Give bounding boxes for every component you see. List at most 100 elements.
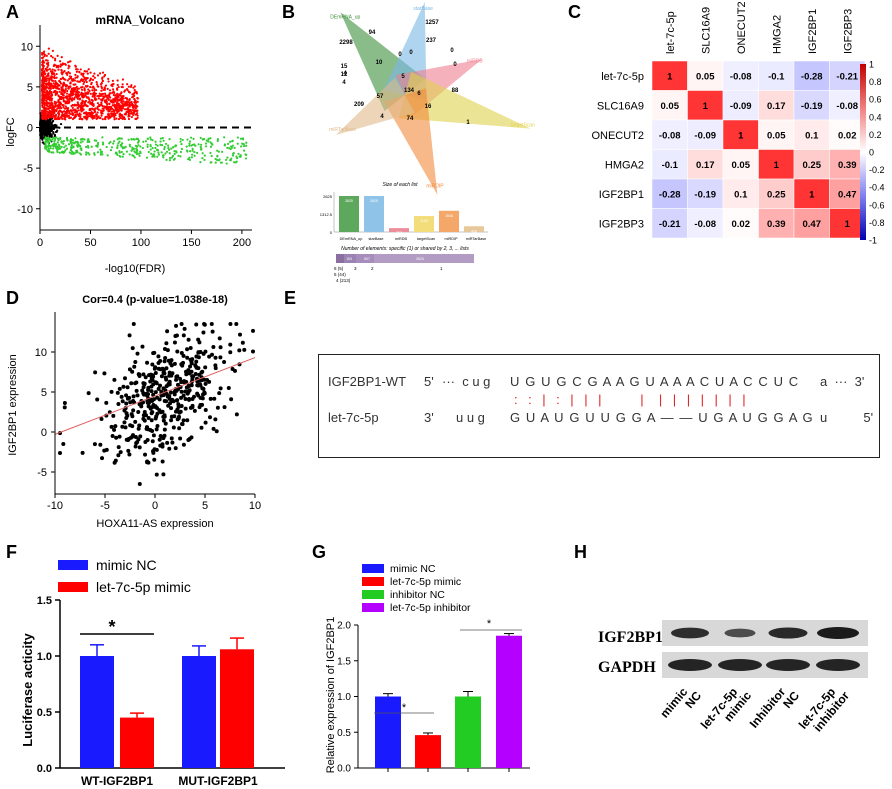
- scatter-point: [251, 328, 255, 333]
- heatmap-cell: [651, 90, 688, 121]
- volcano-point-down: [241, 137, 245, 140]
- volcano-point-up: [133, 109, 136, 112]
- volcano-xtick: 0: [37, 237, 43, 249]
- volcano-point-down: [170, 147, 173, 150]
- volcano-point-ns: [52, 132, 55, 135]
- venn-count: 16: [425, 104, 432, 110]
- volcano-point-down: [72, 142, 76, 145]
- scatter-point: [183, 397, 188, 402]
- volcano-point-down: [120, 150, 123, 154]
- volcano-point-up: [79, 106, 82, 109]
- heatmap-value: -0.19: [801, 101, 823, 112]
- volcano-point-up: [72, 83, 75, 86]
- scatter-point: [157, 437, 162, 442]
- volcano-point-ns: [59, 122, 63, 126]
- volcano-point-down: [133, 156, 136, 159]
- volcano-point-up: [83, 76, 86, 79]
- volcano-point-down: [99, 153, 102, 156]
- volcano-point-down: [154, 140, 157, 143]
- volcano-point-up: [128, 97, 131, 101]
- volcano-point-up: [55, 64, 58, 67]
- volcano-point-up: [115, 87, 119, 90]
- volcano-point-up: [48, 97, 51, 100]
- volcano-point-down: [139, 151, 142, 155]
- volcano-point-up: [64, 112, 67, 115]
- scatter-point: [173, 446, 178, 451]
- volcano-point-up: [85, 80, 88, 84]
- volcano-point-down: [209, 145, 213, 148]
- volcano-point-down: [77, 143, 80, 146]
- volcano-point-up: [54, 115, 57, 118]
- upset-set-label: miRTarBase: [466, 237, 487, 241]
- volcano-point-down: [132, 147, 136, 150]
- volcano-points: [38, 47, 248, 165]
- volcano-point-down: [191, 143, 194, 146]
- panel-label-b: B: [282, 2, 295, 22]
- volcano-point-up: [59, 107, 63, 110]
- volcano-point-down: [51, 137, 54, 140]
- volcano-point-up: [76, 76, 79, 79]
- volcano-point-up: [91, 107, 94, 110]
- volcano-point-down: [223, 136, 226, 139]
- volcano-ylabel: logFC: [5, 117, 17, 146]
- volcano-point-up: [116, 79, 119, 82]
- volcano-point-down: [60, 151, 63, 154]
- volcano-point-up: [40, 101, 44, 105]
- volcano-point-down: [146, 137, 149, 140]
- volcano-point-down: [188, 142, 191, 145]
- scatter-point: [208, 396, 213, 401]
- volcano-point-up: [63, 78, 66, 81]
- volcano-point-down: [49, 147, 52, 150]
- volcano-point-up: [66, 79, 69, 82]
- volcano-point-up: [82, 82, 85, 86]
- volcano-point-ns: [41, 132, 44, 135]
- upset-bar-label: 1163: [420, 219, 428, 223]
- volcano-point-down: [168, 159, 172, 162]
- volcano-ytick: 10: [21, 41, 33, 53]
- scatter-point: [158, 367, 163, 372]
- volcano-point-down: [161, 154, 165, 157]
- scatter-point: [218, 355, 223, 360]
- volcano-point-up: [106, 103, 109, 106]
- volcano-point-up: [51, 71, 54, 74]
- volcano-point-up: [118, 104, 122, 107]
- volcano-point-up: [84, 84, 88, 88]
- volcano-point-down: [188, 156, 191, 159]
- volcano-point-down: [124, 145, 127, 149]
- volcano-point-up: [135, 117, 138, 121]
- volcano-point-up: [45, 74, 49, 78]
- upset-bar: [439, 210, 459, 232]
- volcano-point-up: [65, 95, 69, 98]
- volcano-point-down: [131, 146, 134, 149]
- volcano-point-up: [95, 113, 98, 116]
- scatter-point: [131, 408, 136, 413]
- volcano-point-up: [63, 107, 67, 110]
- heatmap-value: 0.02: [732, 219, 751, 230]
- volcano-point-down: [70, 145, 73, 148]
- volcano-point-up: [47, 87, 50, 90]
- venn-count: 2298: [339, 40, 353, 46]
- volcano-point-up: [62, 96, 65, 99]
- volcano-point-up: [62, 104, 65, 107]
- colorbar-tick: -0.4: [869, 183, 885, 193]
- volcano-point-up: [131, 93, 134, 96]
- volcano-point-down: [153, 150, 156, 153]
- volcano-point-down: [96, 141, 100, 145]
- volcano-ytick: 5: [27, 82, 33, 94]
- volcano-point-up: [57, 68, 60, 71]
- volcano-point-up: [99, 109, 102, 112]
- scatter-point: [183, 406, 188, 411]
- upset-shared-label: 2: [371, 266, 374, 271]
- upset-subtitle: Number of elements: specific (1) or shar…: [341, 246, 469, 252]
- volcano-point-up: [67, 67, 70, 70]
- volcano-point-up: [53, 77, 56, 80]
- volcano-point-up: [91, 114, 94, 118]
- scatter-point: [140, 344, 145, 349]
- volcano-point-up: [54, 113, 58, 117]
- volcano-point-up: [47, 61, 50, 64]
- volcano-point-down: [216, 155, 219, 158]
- volcano-point-down: [172, 145, 175, 149]
- blot-lane-label: mimicNC: [657, 680, 704, 729]
- volcano-point-up: [96, 102, 100, 105]
- volcano-point-down: [180, 142, 183, 146]
